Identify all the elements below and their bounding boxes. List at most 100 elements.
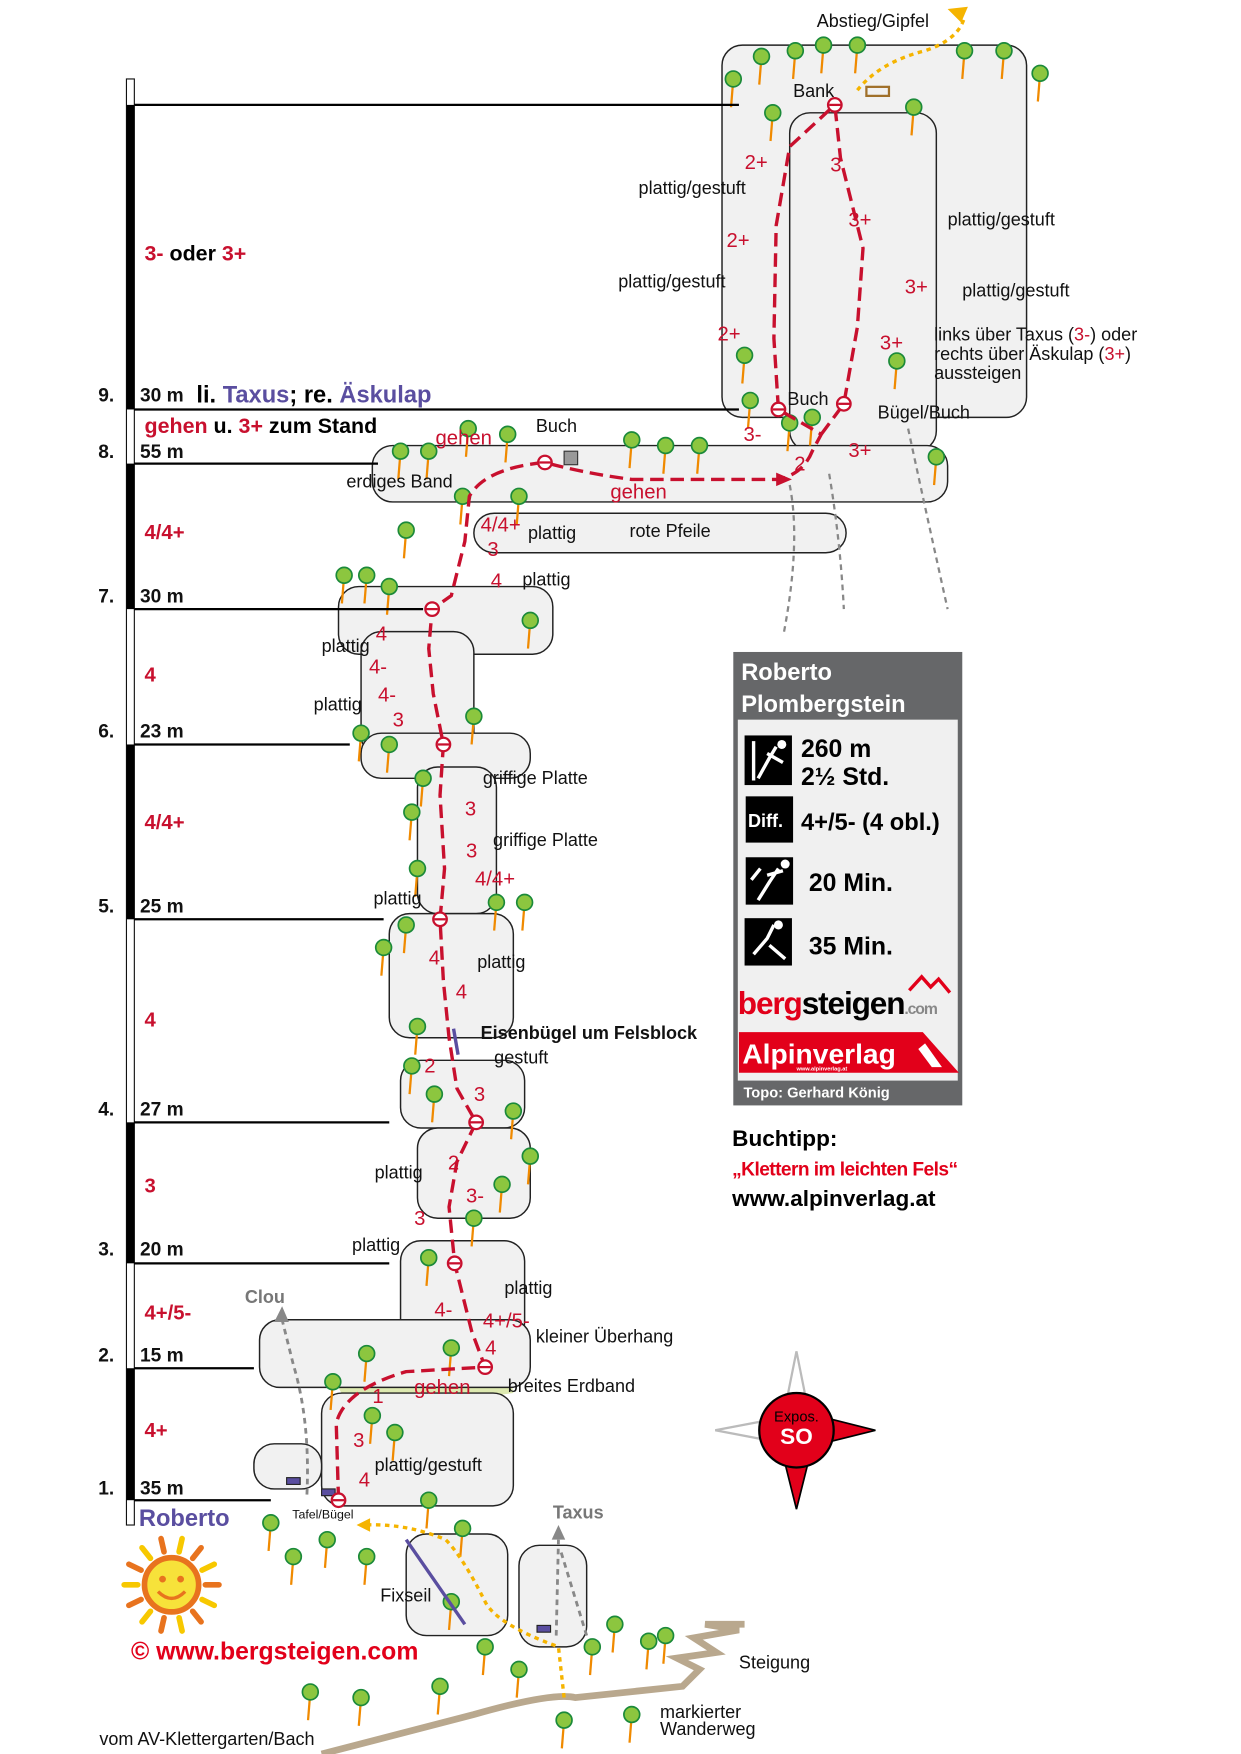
tree-icon [453,1519,472,1538]
rock [258,1318,531,1389]
route-grade-label: 3 [474,1084,485,1106]
tree-icon [555,1711,573,1729]
book-heading: Buchtipp: [732,1126,837,1151]
book-title: „Klettern im leichten Fels“ [732,1159,957,1180]
svg-text:6.: 6. [98,722,114,743]
svg-text:Wanderweg: Wanderweg [660,1719,756,1739]
trees [262,36,1049,1749]
svg-text:15 m: 15 m [140,1345,184,1366]
svg-text:4/4+: 4/4+ [144,812,184,834]
route-grade-label: 3+ [848,440,871,462]
tree-icon [606,1615,624,1634]
sign-icon [321,1488,336,1497]
svg-text:Eisenbügel um Felsblock: Eisenbügel um Felsblock [481,1023,698,1043]
route-grade-label: 3 [353,1430,364,1452]
svg-text:4: 4 [144,664,156,686]
scale-segment [126,1122,135,1264]
pitch-5: 5. 25 m 4/4+ [98,812,184,917]
tree-icon [814,36,833,54]
svg-text:Steigung: Steigung [739,1652,810,1672]
book-box-icon [563,450,579,466]
scale-segment [126,1368,135,1501]
rock [416,766,498,915]
tree-icon [510,487,528,506]
svg-text:23 m: 23 m [140,722,184,743]
svg-text:55 m: 55 m [140,442,184,463]
svg-text:griffige Platte: griffige Platte [493,830,598,850]
tree-icon [352,1688,370,1707]
svg-text:Taxus: Taxus [553,1502,604,1522]
info-box: Roberto Plombergstein 260 m 2½ Std. Diff… [733,651,963,1106]
route-grade-label: 4 [429,947,440,969]
svg-text:25 m: 25 m [140,897,184,918]
rock [518,1544,588,1648]
tree-icon [905,98,923,116]
svg-text:Bügel/Buch: Bügel/Buch [878,402,970,422]
sun-ray [199,1596,218,1609]
sun-ray [176,1535,185,1555]
tree-icon [510,1660,528,1679]
approach-arrow-icon [356,1518,371,1532]
tree-icon [262,1514,280,1532]
sun-ray [158,1535,167,1555]
tree-icon [690,436,709,455]
svg-text:www.alpinverlag.at: www.alpinverlag.at [795,1066,847,1072]
tree-icon [515,893,534,912]
rock [253,1443,323,1490]
tree-icon [995,42,1013,60]
svg-text:20 m: 20 m [140,1239,184,1260]
svg-text:Abstieg/Gipfel: Abstieg/Gipfel [817,11,929,31]
route-grade-label: 3 [830,154,841,176]
svg-text:Buch: Buch [536,416,577,436]
fixed-rope [404,1538,467,1626]
tree-icon [352,724,370,742]
taxus-line [554,1539,589,1636]
route-name: Roberto [139,1506,230,1532]
tree-icon [493,1175,511,1194]
svg-text:30 m: 30 m [140,386,184,407]
bergsteigen-logo[interactable]: bergsteigen.com [738,974,952,1021]
info-title-line1: Roberto [741,660,832,686]
tree-icon [391,442,410,460]
tree-icon [386,1423,404,1442]
alpinverlag-logo[interactable]: Alpinverlag www.alpinverlag.at [738,1032,959,1073]
route-grade-label: 4/4+ [475,868,515,890]
route-grade-label: 3+ [905,276,928,298]
pitch-2: 2. 15 m 4+/5- [98,1303,191,1367]
svg-text:kleiner Überhang: kleiner Überhang [536,1326,673,1346]
tree-icon [764,104,782,122]
tree-icon [623,1705,641,1724]
copyright-link[interactable]: © www.bergsteigen.com [131,1638,418,1665]
bench-icon [865,85,891,98]
book-url[interactable]: www.alpinverlag.at [731,1186,936,1211]
svg-text:plattig/gestuft: plattig/gestuft [962,281,1069,301]
tree-icon [284,1547,303,1566]
route-grade-label: 3+ [848,210,871,232]
tree-icon [786,42,805,60]
scale-segment [126,744,135,920]
route-grade-label: 1 [372,1386,383,1408]
route-grade-label: 3 [393,709,404,731]
scale-segment [126,104,135,410]
tree-icon [487,893,506,912]
svg-text:aussteigen: aussteigen [934,363,1021,383]
tree-icon [521,1147,540,1165]
tree-icon [803,408,821,427]
iron-bar [451,1028,460,1055]
route-grade-labels: 2+ 33+2+3+2+ 3+3-23+4/4+3444-4-3334/4+4423… [353,152,928,1491]
svg-text:erdiges Band: erdiges Band [346,471,452,491]
topo-credit: Topo: Gerhard König [743,1086,889,1102]
compass-exposure: Expos. SO [715,1351,876,1510]
descent-dashed-line [782,428,949,632]
svg-text:1.: 1. [98,1479,114,1500]
sun-ray [139,1544,154,1562]
svg-text:plattig: plattig [352,1235,400,1255]
tree-icon [927,448,946,466]
svg-text:breites Erdband: breites Erdband [508,1376,635,1396]
tree-icon [324,1373,342,1391]
svg-text:plattig: plattig [314,695,362,715]
svg-text:5.: 5. [98,897,114,918]
route-grade-label: 2+ [718,324,741,346]
rock-outlines [253,44,1028,1648]
svg-text:plattig: plattig [375,1163,423,1183]
